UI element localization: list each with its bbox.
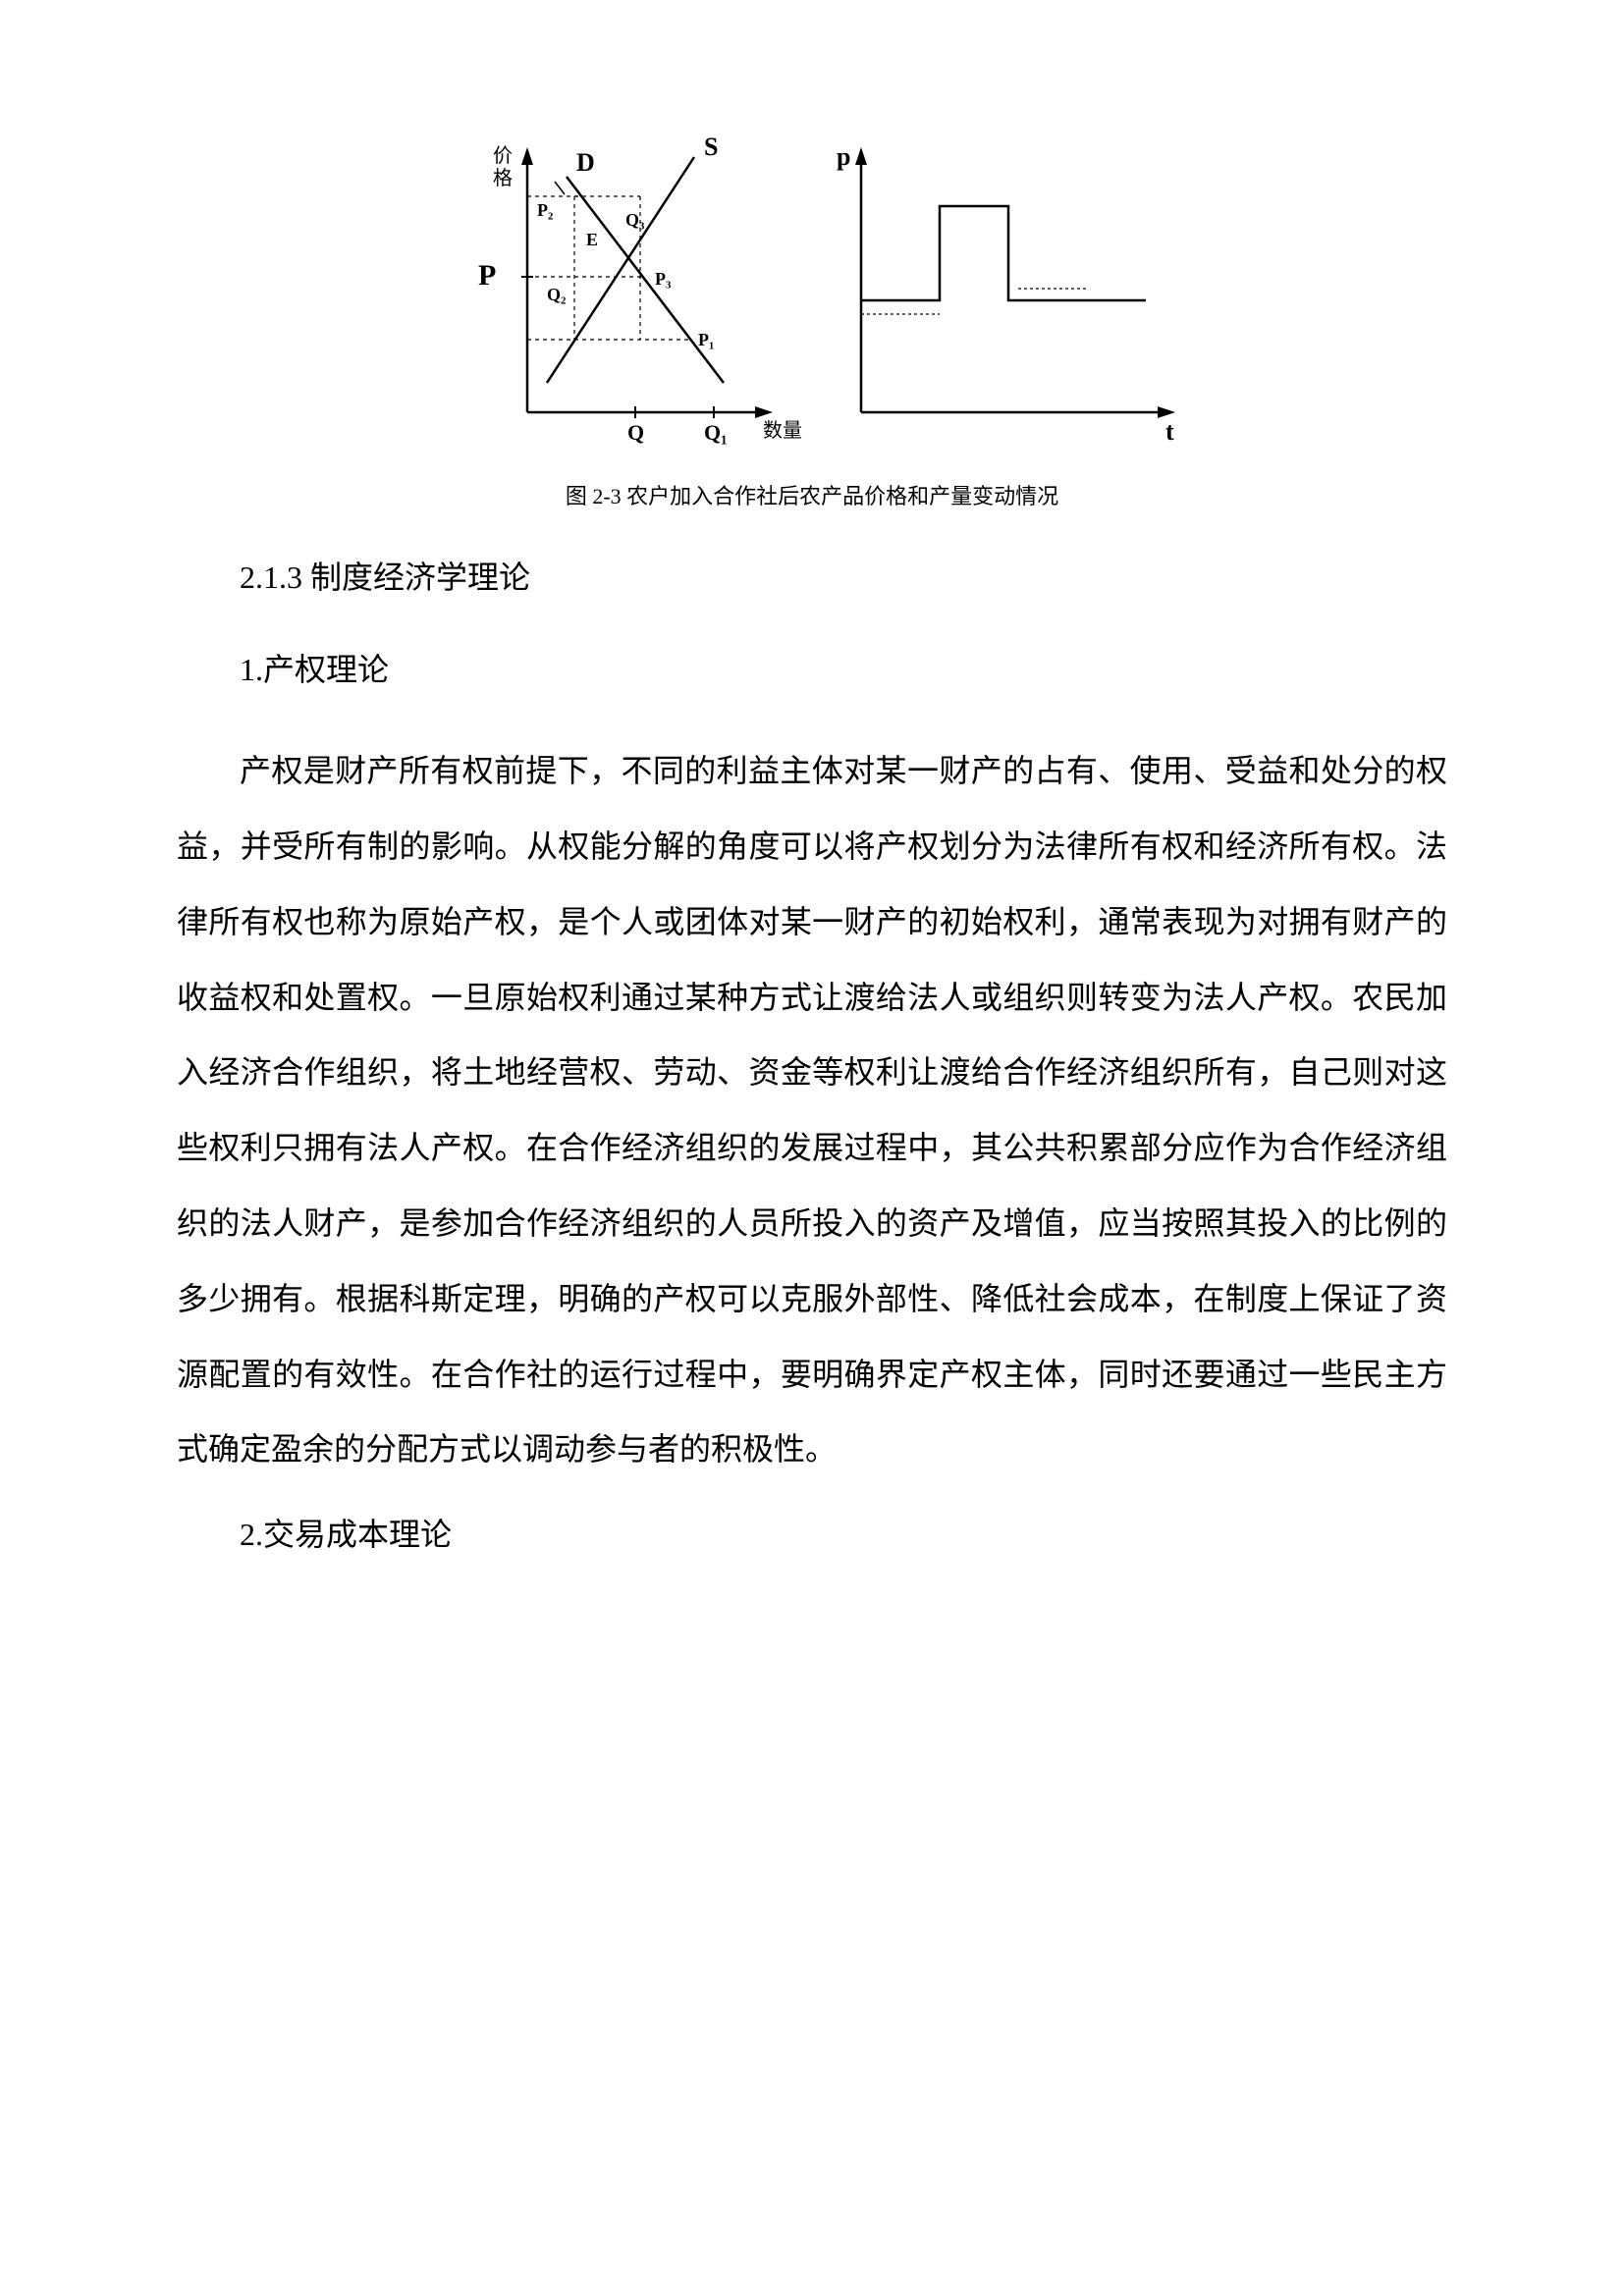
figure-svg: 价 格 数量 D S P₂ P₁ P₃ Q₂ Q₃ E P Q <box>439 118 1185 471</box>
p-axis-label: P <box>478 259 496 292</box>
q2-label: Q₂ <box>547 285 566 304</box>
paragraph-1: 产权是财产所有权前提下，不同的利益主体对某一财产的占有、使用、受益和处分的权益，… <box>177 733 1447 1487</box>
right-p-label: p <box>837 142 850 171</box>
s-label: S <box>704 133 718 161</box>
e-label: E <box>586 230 598 249</box>
figure-2-3: 价 格 数量 D S P₂ P₁ P₃ Q₂ Q₃ E P Q <box>177 118 1447 471</box>
p3-label: P₃ <box>655 269 672 289</box>
p2-label: P₂ <box>537 200 553 220</box>
d-label: D <box>576 148 595 177</box>
left-ylabel: 价 <box>493 145 513 167</box>
section-heading-213: 2.1.3 制度经济学理论 <box>177 550 1447 607</box>
sub-heading-2: 2.交易成本理论 <box>177 1507 1447 1564</box>
left-ylabel2: 格 <box>493 167 513 189</box>
p1-label: P₁ <box>698 330 714 349</box>
figure-caption: 图 2-3 农户加入合作社后农产品价格和产量变动情况 <box>177 479 1447 510</box>
left-xlabel: 数量 <box>763 419 802 442</box>
right-t-label: t <box>1165 417 1174 446</box>
q-tick-label: Q <box>627 420 644 445</box>
sub-heading-1: 1.产权理论 <box>177 642 1447 699</box>
q1-tick-label: Q₁ <box>704 420 728 445</box>
q3-label: Q₃ <box>625 210 645 230</box>
